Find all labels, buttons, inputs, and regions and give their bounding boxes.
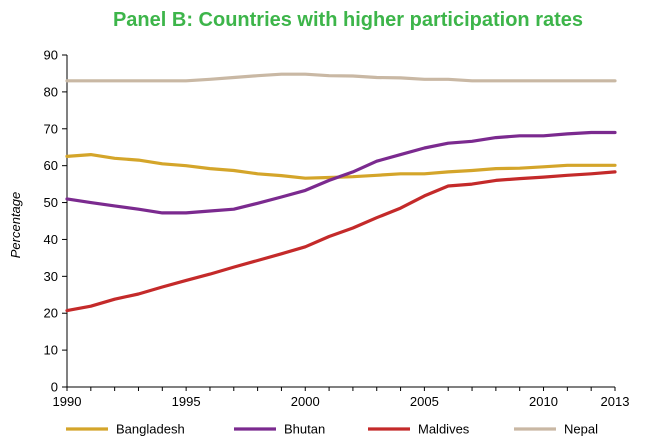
- y-tick-label: 40: [44, 232, 58, 247]
- y-tick-label: 80: [44, 84, 58, 99]
- x-tick-label: 2013: [601, 394, 630, 409]
- series-line-maldives: [65, 170, 617, 313]
- y-tick-label: 60: [44, 158, 58, 173]
- y-tick-label: 50: [44, 195, 58, 210]
- y-tick-label: 10: [44, 343, 58, 358]
- legend-label-bangladesh: Bangladesh: [116, 422, 185, 437]
- axes: 0 10 20 30 40 50 60 70 80 90 1990 1995 2000 2005 2010 2…: [44, 48, 630, 410]
- y-tick-label: 30: [44, 269, 58, 284]
- chart-title: Panel B: Countries with higher participa…: [113, 9, 583, 31]
- y-tick-label: 20: [44, 306, 58, 321]
- x-tick-label: 2010: [529, 394, 558, 409]
- series-line-nepal: [65, 72, 617, 83]
- legend-label-bhutan: Bhutan: [284, 422, 325, 437]
- y-axis-label: Percentage: [8, 192, 23, 259]
- series-line-bhutan: [65, 130, 617, 215]
- series-layer: [65, 72, 617, 313]
- y-tick-label: 90: [44, 48, 58, 63]
- legend-label-nepal: Nepal: [564, 422, 598, 437]
- y-tick-label: 0: [51, 380, 58, 395]
- legend: Bangladesh Bhutan Maldives Nepal: [66, 422, 598, 437]
- x-tick-label: 1995: [172, 394, 201, 409]
- x-tick-label: 2000: [291, 394, 320, 409]
- x-tick-label: 2005: [410, 394, 439, 409]
- y-tick-label: 70: [44, 121, 58, 136]
- x-tick-label: 1990: [53, 394, 82, 409]
- legend-label-maldives: Maldives: [418, 422, 470, 437]
